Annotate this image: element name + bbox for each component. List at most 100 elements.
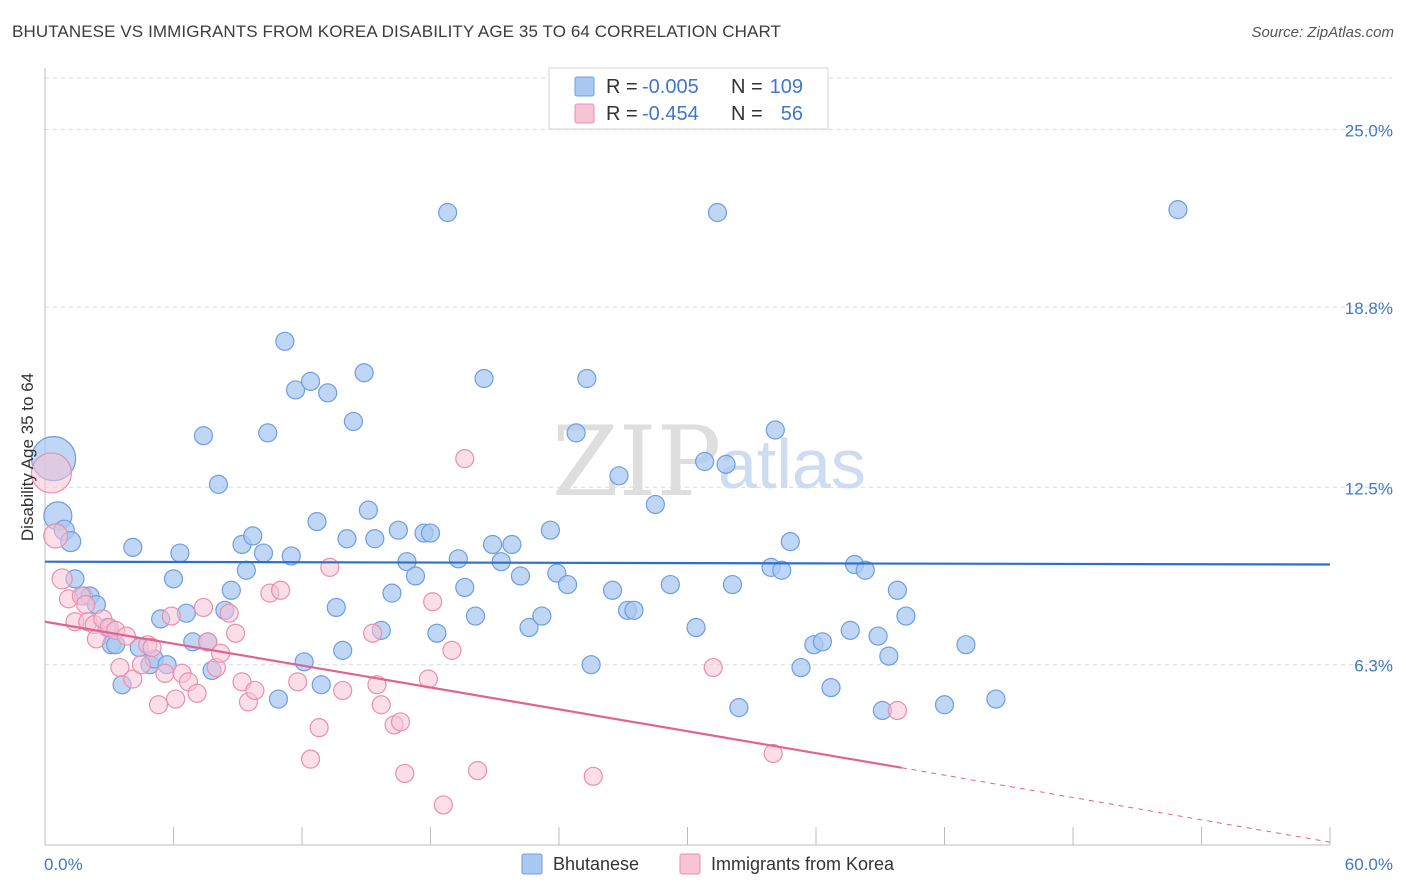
bhutanese-point	[887, 580, 907, 600]
trend-layer	[44, 560, 1331, 843]
bhutanese-point	[896, 606, 916, 626]
legend-r-value-2: -0.454	[642, 103, 699, 125]
bhutanese-point	[420, 523, 441, 543]
legend-r-label-2: R =	[606, 103, 638, 125]
bhutanese-point	[343, 411, 363, 432]
bhutanese-point	[388, 520, 408, 540]
korea-point	[43, 523, 69, 549]
bhutanese-point	[243, 526, 263, 546]
bhutanese-point	[986, 689, 1006, 709]
korea-point	[226, 623, 246, 643]
bhutanese-point	[455, 577, 475, 598]
bhutanese-point	[294, 652, 314, 672]
bottom-legend: Bhutanese Immigrants from Korea	[521, 853, 895, 875]
bhutanese-point	[300, 371, 321, 391]
chart-title: BHUTANESE VS IMMIGRANTS FROM KOREA DISAB…	[12, 22, 781, 41]
korea-point	[110, 657, 130, 678]
y-tick-label: 18.8%	[1345, 299, 1393, 318]
x-tick-label: 0.0%	[44, 855, 83, 874]
korea-point	[166, 689, 186, 709]
bhutanese-point	[729, 698, 749, 718]
bhutanese-point	[722, 574, 743, 595]
korea-point	[371, 695, 391, 715]
bottom-legend-swatch-bhutanese	[521, 853, 543, 875]
bhutanese-point	[163, 569, 184, 589]
korea-point	[363, 623, 383, 643]
bhutanese-point	[193, 426, 214, 446]
korea-point	[455, 449, 475, 469]
bhutanese-point	[609, 466, 629, 486]
bottom-legend-label-bhutanese: Bhutanese	[553, 854, 639, 874]
bhutanese-point	[624, 600, 644, 620]
bhutanese-point	[337, 529, 357, 549]
bottom-legend-swatch-korea	[679, 853, 701, 875]
y-axis-label: Disability Age 35 to 64	[18, 373, 37, 541]
korea-point	[155, 663, 175, 683]
bhutanese-point	[438, 202, 458, 223]
bhutanese-point	[707, 202, 728, 223]
korea-point	[131, 655, 151, 675]
chart-source: Source: ZipAtlas.com	[1251, 24, 1394, 41]
korea-point	[51, 568, 73, 590]
bhutanese-point	[311, 675, 331, 695]
korea-point	[320, 557, 340, 577]
bhutanese-point	[602, 580, 623, 600]
bhutanese-point	[123, 537, 143, 557]
bhutanese-point	[318, 383, 338, 403]
korea-point	[76, 594, 96, 615]
bhutanese-point	[821, 677, 841, 698]
bhutanese-point	[540, 520, 561, 540]
top-legend: R = -0.005 N = 109 R = -0.454 N = 56	[548, 67, 829, 130]
korea-point	[887, 700, 907, 721]
bhutanese-point	[879, 646, 899, 666]
bhutanese-point	[868, 626, 888, 646]
korea-point	[30, 452, 73, 494]
bhutanese-point	[275, 331, 295, 351]
korea-point	[300, 749, 321, 769]
bhutanese-point	[660, 574, 680, 595]
y-tick-label: 12.5%	[1345, 479, 1393, 498]
korea-point	[433, 795, 453, 815]
bhutanese-point	[365, 529, 385, 549]
korea-point	[198, 632, 218, 652]
bhutanese-point	[474, 368, 494, 389]
bhutanese-point	[333, 640, 353, 660]
bhutanese-point	[427, 623, 447, 643]
y-tick-label: 6.3%	[1354, 657, 1393, 676]
korea-point	[219, 603, 239, 623]
bhutanese-point	[253, 543, 274, 563]
bhutanese-point	[307, 512, 327, 532]
legend-swatch-korea	[574, 103, 595, 124]
korea-point	[390, 712, 411, 732]
bhutanese-point	[812, 632, 833, 652]
korea-point	[763, 743, 783, 764]
bhutanese-point	[483, 534, 503, 555]
bottom-legend-label-korea: Immigrants from Korea	[711, 854, 895, 874]
bhutanese-point	[358, 500, 378, 520]
korea-point	[367, 675, 387, 695]
bhutanese-point	[405, 566, 426, 586]
bhutanese-point	[281, 546, 301, 566]
bhutanese-point	[258, 423, 278, 443]
bhutanese-point	[566, 423, 586, 443]
bhutanese-point	[170, 543, 190, 563]
bhutanese-point	[326, 597, 346, 618]
bhutanese-point	[780, 532, 800, 552]
bhutanese-point	[577, 368, 597, 389]
bhutanese-point	[581, 655, 601, 675]
bhutanese-point	[354, 363, 374, 383]
korea-point	[333, 680, 353, 701]
korea-point	[583, 766, 603, 786]
korea-point	[142, 637, 162, 658]
korea-point	[161, 606, 181, 626]
bhutanese-point	[510, 566, 531, 586]
bhutanese-point	[557, 574, 578, 595]
bhutanese-point	[382, 583, 402, 603]
y-tick-label: 25.0%	[1345, 122, 1393, 141]
bhutanese-point	[268, 689, 289, 709]
korea-point	[245, 680, 265, 701]
legend-n-value-2: 56	[781, 103, 803, 125]
bhutanese-point	[840, 620, 860, 640]
bhutanese-point	[448, 549, 468, 569]
bhutanese-point	[772, 560, 792, 580]
